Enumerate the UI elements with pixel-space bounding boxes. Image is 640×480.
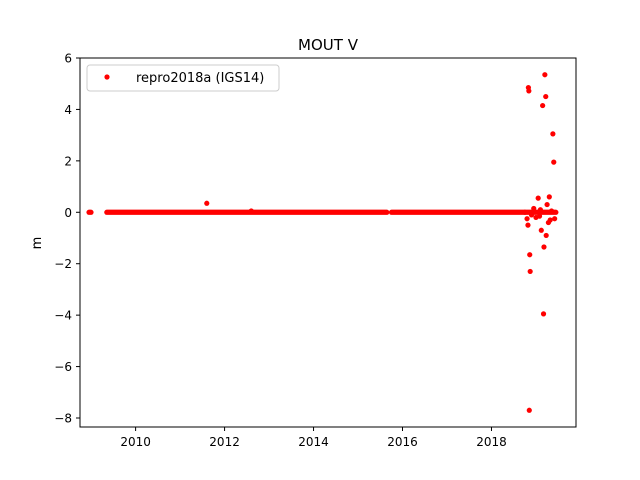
- data-point: [543, 93, 549, 100]
- data-point: [540, 102, 546, 109]
- y-tick-label: 2: [64, 154, 72, 168]
- data-point: [550, 131, 556, 137]
- legend-label: repro2018a (IGS14): [136, 71, 264, 86]
- data-point-band: [388, 209, 528, 215]
- data-point: [527, 252, 533, 258]
- data-point: [538, 227, 544, 233]
- data-point: [527, 268, 533, 275]
- data-point-band: [104, 209, 390, 215]
- x-tick-label: 2016: [387, 435, 418, 449]
- data-point: [548, 208, 555, 214]
- x-tick-label: 2018: [476, 435, 507, 449]
- plot-area: [86, 72, 559, 413]
- legend-box: [86, 64, 280, 92]
- data-point: [535, 195, 541, 201]
- data-point: [525, 222, 531, 228]
- y-tick-label: −8: [54, 412, 72, 426]
- axis-ticks: 2010 2012 2014 2016 2018 6 4 2 0 −2 −4 −6 −8: [54, 52, 506, 450]
- data-point: [546, 194, 552, 200]
- y-tick-label: 4: [64, 103, 72, 117]
- y-tick-label: −6: [54, 360, 72, 374]
- legend: repro2018a (IGS14): [86, 64, 280, 92]
- data-point: [526, 88, 532, 94]
- y-axis-label: m: [30, 237, 45, 250]
- data-point: [204, 200, 210, 206]
- data-point: [536, 213, 543, 219]
- x-tick-label: 2014: [298, 435, 329, 449]
- data-point: [248, 208, 254, 214]
- data-point: [524, 216, 530, 222]
- data-point: [541, 244, 547, 250]
- data-point: [543, 232, 549, 239]
- x-tick-label: 2010: [120, 435, 151, 449]
- y-tick-label: 6: [64, 52, 72, 66]
- y-tick-label: 0: [64, 206, 72, 220]
- legend-marker: [104, 74, 110, 80]
- data-point: [537, 207, 544, 213]
- chart-title: MOUT V: [298, 36, 359, 54]
- data-point: [531, 205, 537, 212]
- data-point: [528, 212, 535, 218]
- x-tick-label: 2012: [209, 435, 240, 449]
- data-point: [540, 311, 547, 317]
- data-point: [544, 201, 550, 208]
- data-point: [552, 216, 558, 222]
- y-tick-label: −2: [54, 257, 72, 271]
- data-point-band: [86, 209, 94, 215]
- axes-frame: [79, 57, 577, 428]
- data-point: [547, 217, 553, 223]
- data-point: [551, 159, 557, 165]
- data-point: [526, 407, 532, 413]
- data-point: [542, 72, 548, 78]
- y-tick-label: −4: [54, 309, 72, 323]
